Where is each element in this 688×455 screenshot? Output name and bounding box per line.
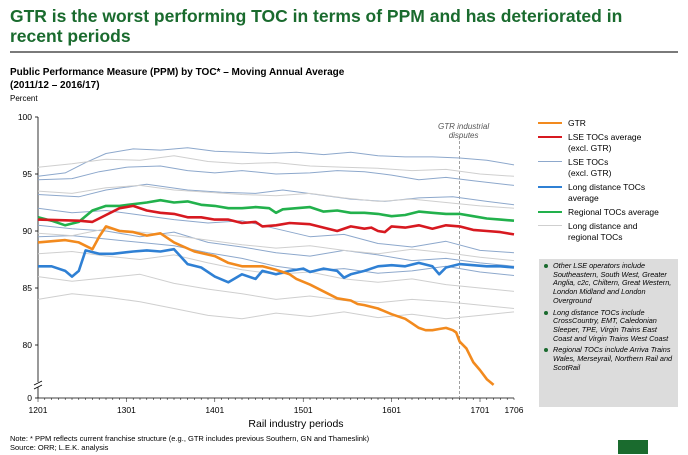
headline: GTR is the worst performing TOC in terms… xyxy=(10,6,623,46)
series-line-regional-average xyxy=(37,198,515,227)
operator-notes-box: Other LSE operators include Southeastern… xyxy=(539,259,678,407)
x-tick-label: 1301 xyxy=(117,405,136,415)
legend-label: GTR xyxy=(568,118,586,128)
legend-label: LSE TOCs (excl. GTR) xyxy=(568,157,612,178)
series-line-ld-regional-toc xyxy=(37,155,515,177)
notes-box-text: Regional TOCs include Arriva Trains Wale… xyxy=(553,345,673,372)
source-note: Source: ORR; L.E.K. analysis xyxy=(10,443,109,452)
x-tick-label: 1706 xyxy=(505,405,524,415)
axis-break-mark xyxy=(33,384,43,390)
legend-swatch xyxy=(538,225,562,226)
footnote: Note: * PPM reflects current franchise s… xyxy=(10,434,370,443)
legend-swatch xyxy=(538,136,562,138)
y-tick-label: 90 xyxy=(23,226,33,236)
legend-label: Regional TOCs average xyxy=(568,207,659,217)
y-tick-label: 100 xyxy=(18,112,32,122)
y-tick-label: 85 xyxy=(23,283,33,293)
legend-item: Long distance TOCs average xyxy=(537,182,687,204)
annotation-label: disputes xyxy=(449,131,479,140)
x-tick-label: 1401 xyxy=(205,405,224,415)
notes-box-text: Long distance TOCs include CrossCountry,… xyxy=(553,307,669,343)
series-line-lse-toc xyxy=(37,147,515,177)
series-line-gtr xyxy=(37,225,495,386)
bullet-icon xyxy=(544,264,548,268)
y-units-label: Percent xyxy=(10,94,38,103)
x-tick-label: 1701 xyxy=(471,405,490,415)
series-line-lse-toc xyxy=(37,224,515,267)
x-tick-label: 1501 xyxy=(294,405,313,415)
legend-item: LSE TOCs average (excl. GTR) xyxy=(537,132,687,154)
y-tick-label: 95 xyxy=(23,169,33,179)
axis-break-gap xyxy=(33,382,43,387)
series-line-ld-regional-toc xyxy=(37,228,515,262)
legend-item: GTR xyxy=(537,118,687,129)
chart-title: Public Performance Measure (PPM) by TOC*… xyxy=(10,67,345,78)
title-divider xyxy=(10,51,678,53)
legend-label: Long distance and regional TOCs xyxy=(568,221,638,242)
notes-box-text: Other LSE operators include Southeastern… xyxy=(553,261,672,305)
brand-square xyxy=(618,440,648,454)
notes-box-item: Long distance TOCs include CrossCountry,… xyxy=(539,307,678,344)
notes-box-item: Other LSE operators include Southeastern… xyxy=(539,261,678,306)
chart-subtitle: (2011/12 – 2016/17) xyxy=(10,80,100,91)
series-line-lse-toc xyxy=(37,183,515,206)
legend-item: LSE TOCs (excl. GTR) xyxy=(537,157,687,179)
y-tick-label: 80 xyxy=(23,340,33,350)
x-tick-label: 1601 xyxy=(382,405,401,415)
series-line-lse-toc xyxy=(37,207,515,254)
legend-swatch xyxy=(538,211,562,213)
x-axis-title: Rail industry periods xyxy=(248,418,343,430)
x-tick-label: 1201 xyxy=(29,405,48,415)
series-line-ld-regional-toc xyxy=(37,293,515,320)
series-line-lse-toc xyxy=(37,165,515,186)
annotation-label: GTR industrial xyxy=(438,122,489,131)
chart-legend: GTR LSE TOCs average (excl. GTR) LSE TOCs … xyxy=(537,118,687,244)
bullet-icon xyxy=(544,348,548,353)
axis-break-mark xyxy=(33,380,43,386)
legend-swatch xyxy=(538,186,562,188)
notes-box-item: Regional TOCs include Arriva Trains Wale… xyxy=(539,345,678,372)
y-tick-label: 0 xyxy=(27,393,32,403)
legend-item: Long distance and regional TOCs xyxy=(537,221,687,243)
legend-swatch xyxy=(538,161,562,162)
legend-swatch xyxy=(538,122,562,124)
legend-label: Long distance TOCs average xyxy=(568,182,646,203)
series-line-ld-regional-toc xyxy=(37,184,515,209)
bullet-icon xyxy=(544,310,548,315)
series-line-ld-regional-toc xyxy=(37,273,515,309)
series-line-lse-average xyxy=(37,204,515,236)
legend-item: Regional TOCs average xyxy=(537,207,687,218)
legend-label: LSE TOCs average (excl. GTR) xyxy=(568,132,642,153)
